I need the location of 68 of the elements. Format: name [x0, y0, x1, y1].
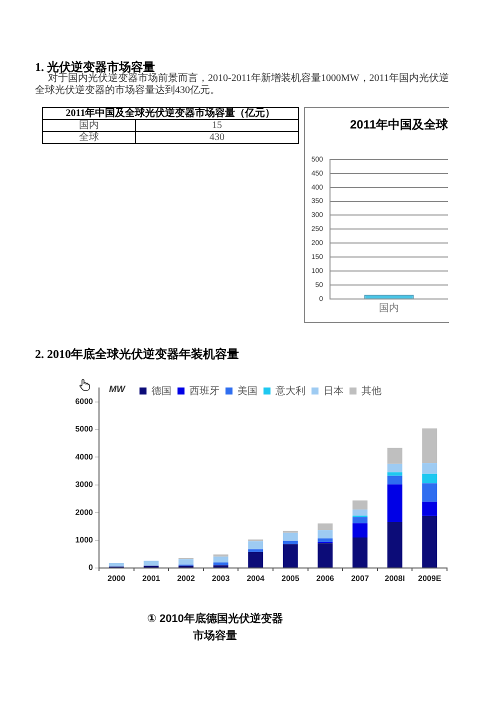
x-tick-label: 2004: [246, 574, 266, 584]
bar: [318, 543, 333, 568]
y-tick-label: 6000: [75, 397, 94, 406]
bar: [352, 523, 368, 538]
legend-label: 美国: [238, 384, 258, 397]
bar: [248, 541, 264, 550]
text: 430: [136, 132, 299, 144]
bar: [282, 544, 298, 568]
bar: [282, 540, 298, 544]
y-axis-title: MW: [109, 384, 126, 394]
bar: [387, 464, 402, 472]
text: 2011年中国及全球光伏逆变器市场容量（亿元）: [42, 108, 299, 120]
bar: [282, 532, 298, 541]
bar: [422, 474, 438, 484]
legend-label: 西班牙: [190, 384, 220, 397]
y-tick-label: 4000: [75, 452, 94, 462]
bar: [144, 560, 159, 566]
bar: [387, 472, 402, 476]
text: ① 2010年底德国光伏逆变器市场容量: [146, 612, 284, 644]
x-tick-label: 2003: [212, 574, 230, 584]
bar: [352, 500, 368, 510]
text: 国内: [42, 120, 136, 132]
text: 全球: [42, 132, 136, 144]
legend-label: 日本: [324, 384, 344, 397]
text: 对于国内光伏逆变器市场前景而言，2010-2011年新增装机容量1000MW，2011年国内光伏逆: [48, 73, 449, 84]
bar: [213, 562, 228, 566]
chart-title: 2011年中国及全球: [350, 118, 449, 132]
bar: [213, 556, 228, 562]
x-tick-label: 2009E: [418, 574, 442, 584]
bar: [213, 554, 228, 557]
bar: [352, 510, 368, 516]
legend-label: 意大利: [274, 384, 306, 397]
bar: [422, 483, 438, 502]
legend-label: 德国: [152, 386, 172, 397]
bar: [387, 448, 402, 464]
x-tick-label: 2005: [282, 574, 300, 584]
bar: [352, 538, 368, 568]
bar: [318, 538, 333, 542]
x-tick-label: 2001: [142, 574, 161, 584]
bar: [108, 563, 124, 567]
bar: [422, 463, 438, 474]
bar: [387, 484, 402, 522]
x-tick-label: 2008I: [384, 574, 405, 584]
bar: [352, 517, 368, 524]
x-tick-label: 2007: [351, 574, 370, 584]
bar: [422, 502, 438, 516]
legend-label: 其他: [362, 384, 382, 397]
bar: [387, 522, 402, 568]
y-tick-label: 5000: [75, 424, 94, 434]
bar: [422, 428, 438, 464]
text: 15: [136, 120, 299, 132]
bar: [318, 530, 333, 538]
chart-title: 2. 2010年底全球光伏逆变器年装机容量: [35, 347, 239, 361]
text: 1. 光伏逆变器市场容量: [35, 60, 155, 74]
y-tick-label: 2000: [75, 508, 94, 517]
bar: [178, 559, 194, 565]
text: 全球光伏逆变器的市场容量达到430亿元。: [35, 85, 220, 97]
y-tick-label: 1000: [75, 536, 94, 545]
x-tick-label: 2006: [316, 574, 335, 584]
x-tick-label: 2000: [108, 574, 126, 584]
bar: [318, 523, 333, 530]
x-tick-label: 2002: [177, 574, 196, 584]
y-tick-label: 0: [88, 563, 94, 572]
bar: [387, 476, 402, 484]
y-tick-label: 3000: [75, 480, 94, 490]
bar: [422, 516, 438, 568]
bar: [248, 549, 264, 552]
bar: [248, 552, 264, 568]
